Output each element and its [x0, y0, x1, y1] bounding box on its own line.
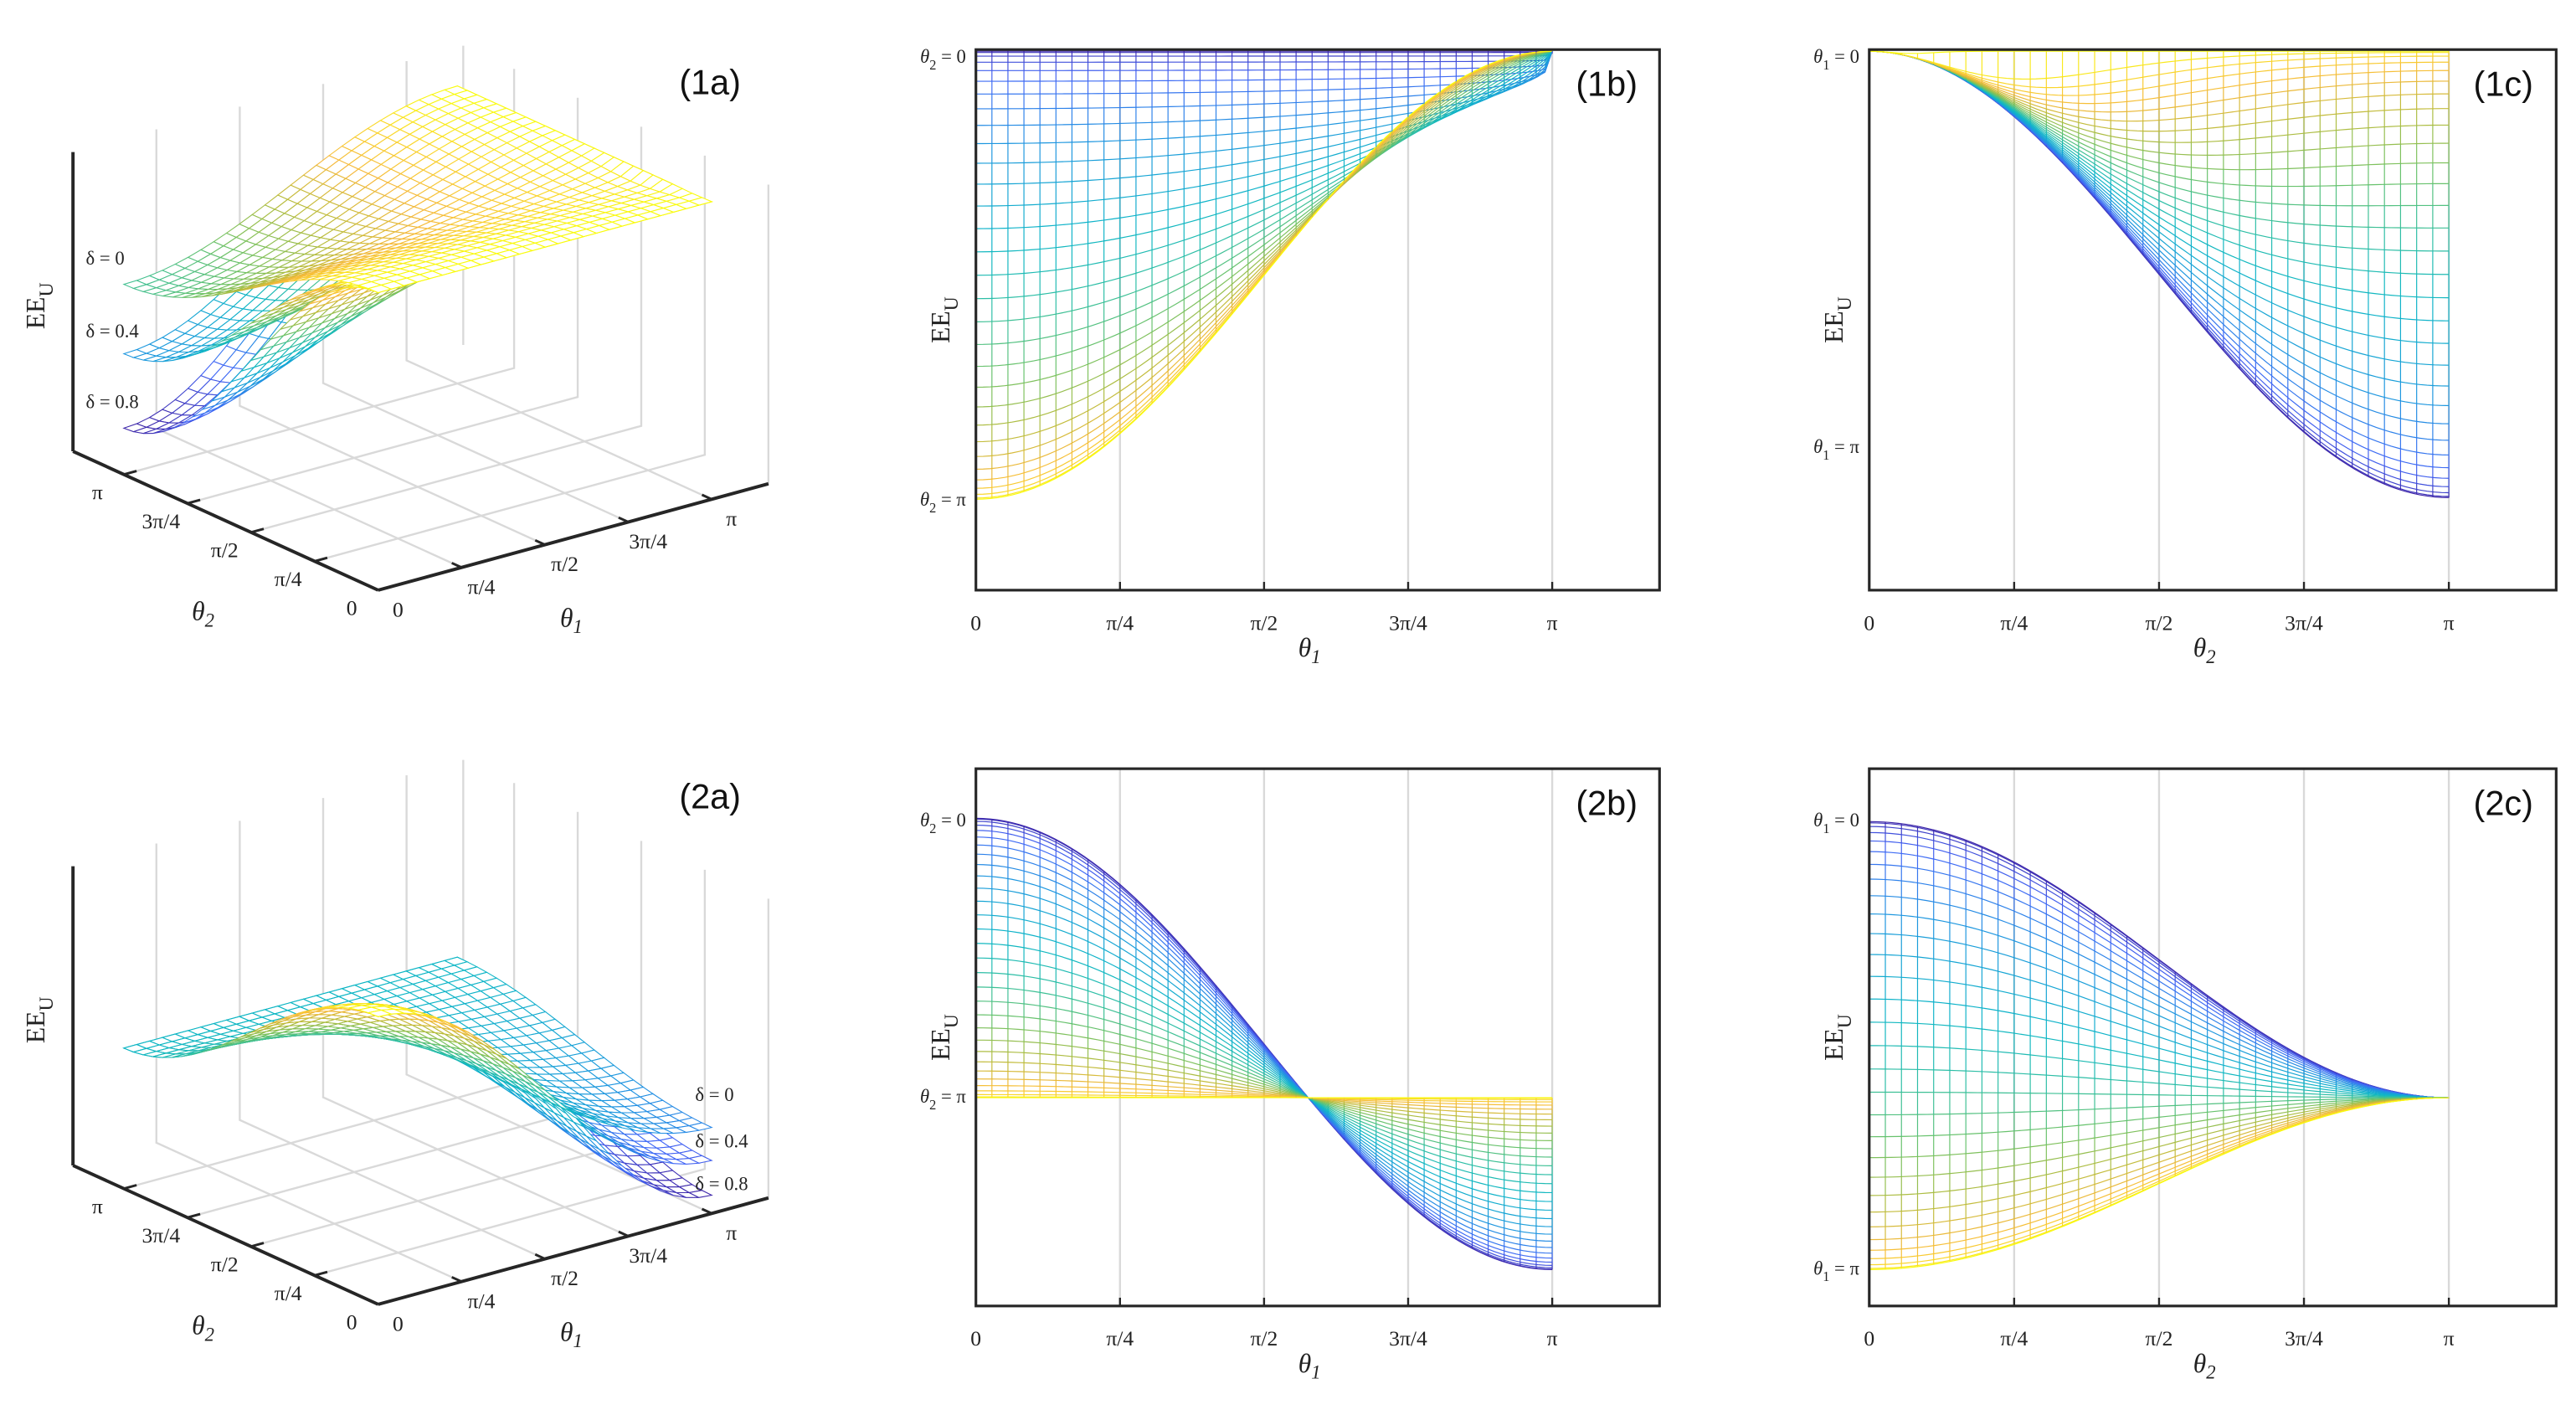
label-rest: = π [1829, 436, 1859, 457]
label-rest: = 0 [936, 810, 965, 831]
symbol: θ [920, 489, 929, 510]
x-tick-label: π/4 [1106, 610, 1134, 635]
x-axis-label: θ1 [1298, 633, 1321, 667]
ylabel-sub: U [1834, 296, 1856, 311]
y-axis-label: EEU [926, 1014, 963, 1061]
x-tick-label: 3π/4 [2285, 610, 2323, 635]
subscript: 1 [1311, 1362, 1320, 1383]
x-tick-label: 0 [1864, 610, 1874, 635]
panel-label: (2c) [2474, 783, 2533, 822]
x-tick-label: π [2444, 1326, 2455, 1350]
panel-label: (2b) [1576, 783, 1638, 822]
subscript: 2 [2206, 1362, 2215, 1383]
x-axis-label: θ1 [1298, 1349, 1321, 1383]
gridline [239, 106, 546, 546]
axes-box [1868, 48, 2558, 592]
x-tick-label: π [1547, 1326, 1558, 1350]
x-tick-label: π [1547, 610, 1558, 635]
mesh-lines [975, 818, 1553, 1270]
symbol: θ [920, 46, 929, 67]
x-tick-label: 3π/4 [1389, 1326, 1427, 1350]
y-annotation-top: θ1 = 0 [1813, 46, 1859, 73]
symbol: θ [1298, 633, 1312, 662]
mesh-lines [1884, 51, 2450, 498]
label-rest: = 0 [1829, 810, 1859, 831]
symbol: θ [2193, 1349, 2207, 1378]
label-rest: = 0 [1829, 46, 1859, 67]
ylabel-main: EE [1819, 1028, 1848, 1061]
subscript: 1 [1311, 646, 1320, 667]
symbol: θ [920, 810, 929, 831]
subscript: 2 [929, 57, 936, 73]
ylabel-main: EE [926, 311, 955, 343]
gridline [250, 126, 643, 533]
x-tick-label: 0 [1864, 1326, 1874, 1350]
subscript: 2 [2206, 646, 2215, 667]
axes-box [974, 48, 1661, 592]
y-axis-label: EEU [1819, 1014, 1856, 1061]
panel-label: (1b) [1576, 64, 1638, 104]
x-axis-label: θ2 [2193, 633, 2216, 667]
subscript: 2 [929, 1097, 936, 1113]
axes-box [1868, 767, 2558, 1308]
axes-box [974, 767, 1661, 1308]
x-tick-label: π/2 [2146, 610, 2173, 635]
subscript: 1 [1823, 57, 1829, 73]
ylabel-sub: U [941, 1014, 963, 1028]
y-axis-label: EEU [926, 296, 963, 343]
gridline [314, 155, 707, 563]
symbol: θ [1813, 810, 1823, 831]
x-tick-label: 3π/4 [2285, 1326, 2323, 1350]
subscript: 2 [929, 500, 936, 516]
x-axis-label: θ2 [2193, 1349, 2216, 1383]
subscript: 1 [1823, 1268, 1829, 1284]
symbol: θ [1813, 46, 1823, 67]
x-tick-label: 0 [970, 610, 981, 635]
y-annotation-top: θ2 = 0 [920, 46, 966, 73]
symbol: θ [1813, 436, 1823, 457]
x-tick-label: π/4 [1106, 1326, 1134, 1350]
y-annotation-bottom: θ1 = π [1813, 1258, 1859, 1284]
mesh-lines [975, 51, 1553, 500]
subscript: 2 [929, 821, 936, 836]
symbol: θ [920, 1086, 929, 1107]
symbol: θ [2193, 633, 2207, 662]
x-tick-label: π [2444, 610, 2455, 635]
subscript: 1 [1823, 821, 1829, 836]
ylabel-main: EE [1819, 311, 1848, 343]
x-tick-label: 3π/4 [1389, 610, 1427, 635]
ylabel-sub: U [1834, 1014, 1856, 1028]
ylabel-main: EE [926, 1028, 955, 1061]
y-annotation-top: θ1 = 0 [1813, 810, 1859, 836]
symbol: θ [1813, 1258, 1823, 1278]
y-annotation-bottom: θ2 = π [920, 1086, 966, 1113]
ylabel-sub: U [941, 296, 963, 311]
x-tick-label: π/4 [2000, 1326, 2028, 1350]
label-rest: = π [936, 489, 966, 510]
panel-label: (1c) [2474, 64, 2533, 104]
y-annotation-bottom: θ1 = π [1813, 436, 1859, 463]
label-rest: = π [936, 1086, 966, 1107]
subscript: 1 [1823, 447, 1829, 463]
x-tick-label: π/4 [2000, 610, 2028, 635]
y-annotation-bottom: θ2 = π [920, 489, 966, 516]
symbol: θ [1298, 1349, 1312, 1378]
x-tick-label: π/2 [1250, 610, 1278, 635]
y-annotation-top: θ2 = 0 [920, 810, 966, 836]
label-rest: = 0 [936, 46, 965, 67]
y-axis-label: EEU [1819, 296, 1856, 343]
surface-mesh [122, 85, 713, 435]
label-rest: = π [1829, 1258, 1859, 1278]
x-tick-label: π/2 [1250, 1326, 1278, 1350]
x-tick-label: π/2 [2146, 1326, 2173, 1350]
x-tick-label: 0 [970, 1326, 981, 1350]
